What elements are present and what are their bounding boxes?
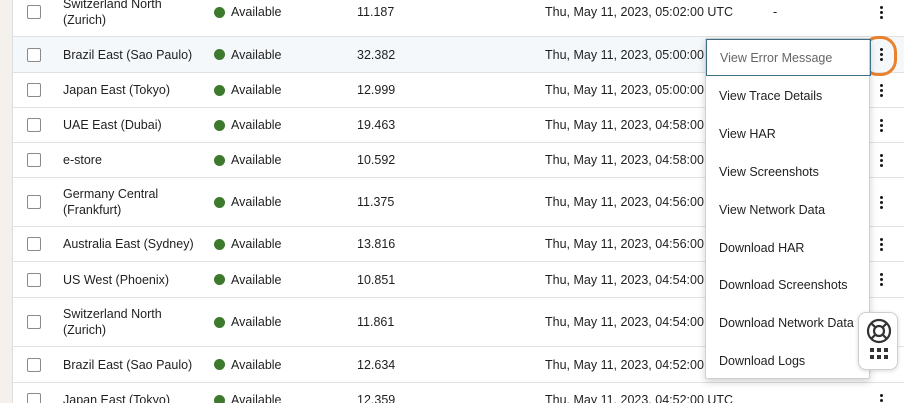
row-checkbox[interactable] [27, 47, 41, 62]
row-checkbox[interactable] [27, 393, 41, 403]
status-badge: Available [214, 262, 282, 297]
status-dot-icon [214, 394, 225, 403]
kebab-icon[interactable] [872, 233, 890, 255]
lifebuoy-icon[interactable] [866, 318, 892, 344]
row-value: 11.375 [357, 195, 395, 209]
row-checkbox[interactable] [27, 315, 41, 329]
row-checkbox[interactable] [27, 83, 41, 97]
row-name: Japan East (Tokyo) [63, 83, 170, 97]
row-timestamp: Thu, May 11, 2023, 04:56:00 [545, 237, 704, 251]
row-name: e-store [63, 153, 102, 167]
status-badge: Available [214, 37, 282, 72]
row-checkbox[interactable] [27, 195, 41, 209]
row-extra: - [773, 5, 778, 19]
row-checkbox[interactable] [27, 118, 41, 132]
row-value: 12.999 [357, 83, 396, 97]
status-dot-icon [214, 154, 225, 166]
row-checkbox[interactable] [27, 153, 41, 167]
row-timestamp: Thu, May 11, 2023, 05:00:00 [545, 47, 704, 62]
row-value: 19.463 [357, 118, 396, 132]
row-value: 32.382 [357, 47, 396, 62]
menu-item-view-network-data[interactable]: View Network Data [719, 202, 826, 217]
status-badge: Available [214, 298, 282, 346]
status-dot-icon [214, 49, 225, 60]
row-checkbox[interactable] [27, 237, 41, 251]
status-dot-icon [214, 6, 225, 18]
row-checkbox[interactable] [27, 357, 41, 372]
status-dot-icon [214, 119, 225, 131]
row-name: US West (Phoenix) [63, 272, 170, 287]
menu-item-view-error-message[interactable]: View Error Message [706, 39, 871, 76]
row-name: Switzerland North (Zurich) [63, 307, 162, 337]
status-badge: Available [214, 0, 282, 36]
row-value: 11.187 [357, 5, 395, 19]
row-value: 11.861 [357, 315, 395, 329]
row-name: Australia East (Sydney) [63, 237, 194, 251]
status-dot-icon [214, 196, 225, 208]
row-value: 10.592 [357, 153, 396, 167]
table-row: Switzerland North (Zurich) Available 11.… [13, 0, 904, 37]
kebab-icon[interactable] [872, 149, 890, 171]
row-name: UAE East (Dubai) [63, 118, 162, 132]
menu-item-view-screenshots[interactable]: View Screenshots [719, 164, 819, 179]
row-timestamp: Thu, May 11, 2023, 05:02:00 UTC [545, 5, 734, 19]
row-name: Brazil East (Sao Paulo) [63, 47, 193, 62]
kebab-icon[interactable] [872, 44, 890, 66]
status-dot-icon [214, 316, 225, 328]
row-timestamp: Thu, May 11, 2023, 04:58:00 [545, 118, 704, 132]
menu-item-download-screenshots[interactable]: Download Screenshots [719, 277, 848, 292]
status-dot-icon [214, 84, 225, 96]
kebab-icon[interactable] [872, 79, 890, 101]
kebab-icon[interactable] [872, 389, 890, 403]
row-name: Japan East (Tokyo) [63, 393, 170, 403]
menu-item-download-logs[interactable]: Download Logs [719, 353, 806, 368]
status-badge: Available [214, 73, 282, 107]
row-checkbox[interactable] [27, 272, 41, 287]
row-timestamp: Thu, May 11, 2023, 04:52:00 UTC [545, 393, 734, 403]
status-badge: Available [214, 143, 282, 177]
kebab-icon[interactable] [872, 1, 890, 23]
row-timestamp: Thu, May 11, 2023, 04:56:00 [545, 195, 704, 209]
row-timestamp: Thu, May 11, 2023, 05:00:00 [545, 83, 704, 97]
help-widget[interactable] [858, 312, 898, 370]
row-value: 13.816 [357, 237, 396, 251]
menu-item-view-har[interactable]: View HAR [719, 126, 776, 141]
menu-item-view-trace-details[interactable]: View Trace Details [719, 88, 823, 103]
row-value: 10.851 [357, 272, 396, 287]
status-badge: Available [214, 383, 282, 403]
row-timestamp: Thu, May 11, 2023, 04:54:00 [545, 315, 704, 329]
kebab-icon[interactable] [872, 191, 890, 213]
row-timestamp: Thu, May 11, 2023, 04:54:00 [545, 272, 704, 287]
row-actions-menu: View Error Message View Trace Details Vi… [705, 38, 871, 379]
status-badge: Available [214, 227, 282, 261]
status-dot-icon [214, 274, 225, 285]
kebab-icon[interactable] [872, 114, 890, 136]
row-value: 12.359 [357, 393, 396, 403]
grid-icon[interactable] [870, 348, 888, 359]
row-name: Brazil East (Sao Paulo) [63, 357, 193, 372]
row-name: Switzerland North (Zurich) [63, 0, 162, 27]
menu-item-download-har[interactable]: Download HAR [719, 240, 805, 255]
row-checkbox[interactable] [27, 5, 41, 19]
menu-item-download-network-data[interactable]: Download Network Data [719, 315, 854, 330]
status-badge: Available [214, 178, 282, 226]
status-badge: Available [214, 108, 282, 142]
status-badge: Available [214, 347, 282, 382]
table-row: Japan East (Tokyo) Available 12.359 Thu,… [13, 383, 904, 403]
row-name: Germany Central (Frankfurt) [63, 187, 159, 217]
row-timestamp: Thu, May 11, 2023, 04:58:00 [545, 153, 704, 167]
kebab-icon[interactable] [872, 269, 890, 291]
status-dot-icon [214, 359, 225, 370]
status-dot-icon [214, 238, 225, 250]
row-value: 12.634 [357, 357, 396, 372]
row-timestamp: Thu, May 11, 2023, 04:52:00 [545, 357, 704, 372]
